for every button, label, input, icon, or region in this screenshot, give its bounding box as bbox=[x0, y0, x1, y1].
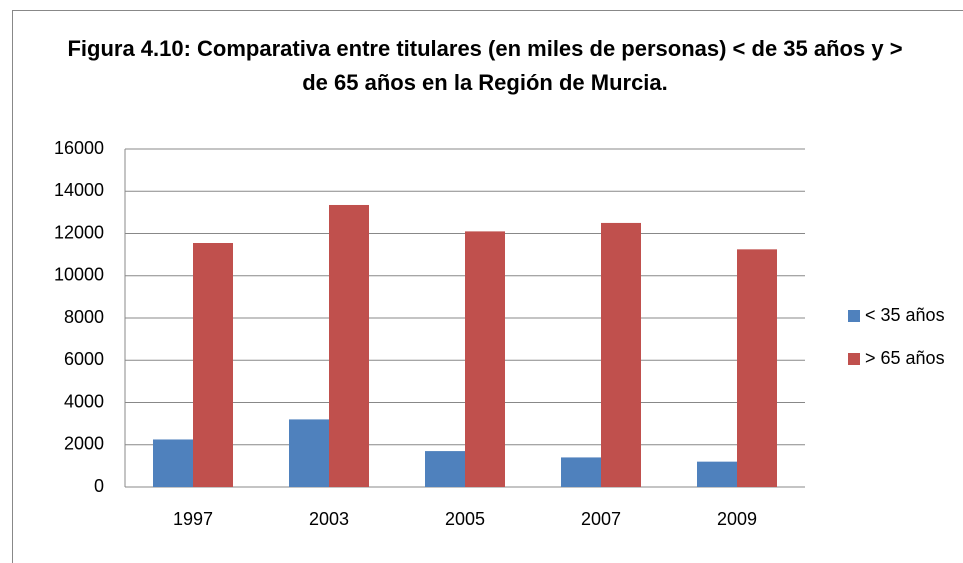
bar bbox=[561, 457, 601, 487]
y-tick-label: 14000 bbox=[54, 180, 104, 200]
bar bbox=[737, 249, 777, 487]
bar bbox=[425, 451, 465, 487]
bar bbox=[153, 439, 193, 487]
y-tick-label: 6000 bbox=[64, 349, 104, 369]
y-tick-label: 0 bbox=[94, 476, 104, 496]
bar bbox=[329, 204, 369, 487]
legend-swatch bbox=[848, 310, 860, 322]
y-tick-label: 10000 bbox=[54, 265, 104, 285]
y-tick-label: 12000 bbox=[54, 222, 104, 242]
y-tick-label: 2000 bbox=[64, 434, 104, 454]
y-tick-label: 8000 bbox=[64, 307, 104, 327]
bar bbox=[193, 243, 233, 487]
x-tick-label: 2009 bbox=[717, 509, 757, 529]
y-tick-label: 4000 bbox=[64, 391, 104, 411]
x-tick-label: 2005 bbox=[445, 509, 485, 529]
bar bbox=[601, 222, 641, 487]
legend-swatch bbox=[848, 353, 860, 365]
chart-title: Figura 4.10: Comparativa entre titulares… bbox=[67, 36, 903, 95]
y-tick-label: 16000 bbox=[54, 138, 104, 158]
bar bbox=[465, 231, 505, 487]
x-tick-label: 2003 bbox=[309, 509, 349, 529]
bar bbox=[289, 419, 329, 487]
legend-label: > 65 años bbox=[865, 348, 945, 368]
x-tick-label: 2007 bbox=[581, 509, 621, 529]
x-tick-label: 1997 bbox=[173, 509, 213, 529]
chart-border bbox=[12, 10, 963, 563]
bar bbox=[697, 461, 737, 487]
legend-label: < 35 años bbox=[865, 305, 945, 325]
